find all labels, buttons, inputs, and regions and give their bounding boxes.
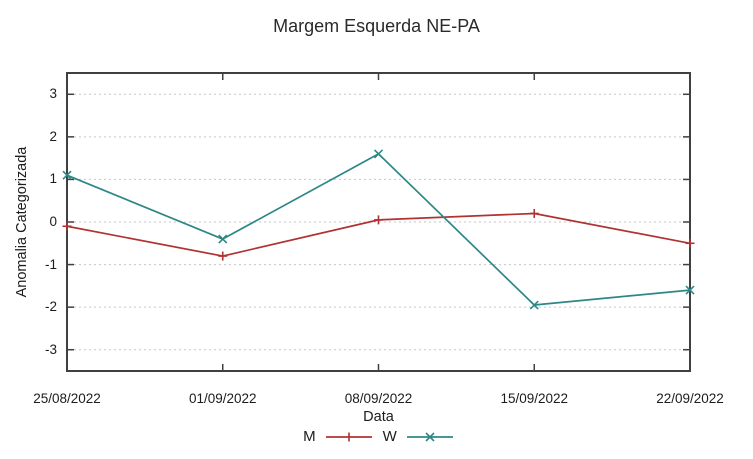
x-tick-label: 01/09/2022 bbox=[188, 391, 257, 406]
y-tick-label: 2 bbox=[49, 128, 57, 144]
marker-cross bbox=[529, 300, 539, 310]
legend-line-sample bbox=[325, 432, 372, 441]
y-tick-label: 0 bbox=[49, 214, 57, 229]
x-tick-label: 25/08/2022 bbox=[33, 391, 101, 406]
chart-title: Margem Esquerda NE-PA bbox=[273, 16, 480, 36]
y-tick-label: -3 bbox=[44, 341, 57, 357]
legend-label: W bbox=[382, 428, 397, 445]
legend-entry-M: M bbox=[303, 428, 373, 445]
x-axis-label: Data bbox=[363, 409, 394, 425]
legend-entry-W: W bbox=[383, 428, 454, 445]
x-tick-label: 08/09/2022 bbox=[344, 391, 413, 406]
y-tick-label: -2 bbox=[44, 299, 57, 315]
marker-cross bbox=[62, 170, 72, 180]
y-tick-label: -1 bbox=[44, 256, 57, 272]
marker-cross bbox=[373, 149, 384, 159]
legend-line-sample bbox=[406, 431, 453, 442]
legend-label: M bbox=[303, 428, 316, 445]
marker-cross bbox=[218, 234, 228, 244]
x-tick-label: 15/09/2022 bbox=[500, 391, 569, 406]
x-tick-label: 22/09/2022 bbox=[656, 391, 724, 406]
y-tick-label: 1 bbox=[49, 171, 57, 187]
y-tick-label: 3 bbox=[49, 86, 57, 102]
series-line-W bbox=[66, 153, 691, 306]
marker-cross bbox=[685, 285, 695, 295]
